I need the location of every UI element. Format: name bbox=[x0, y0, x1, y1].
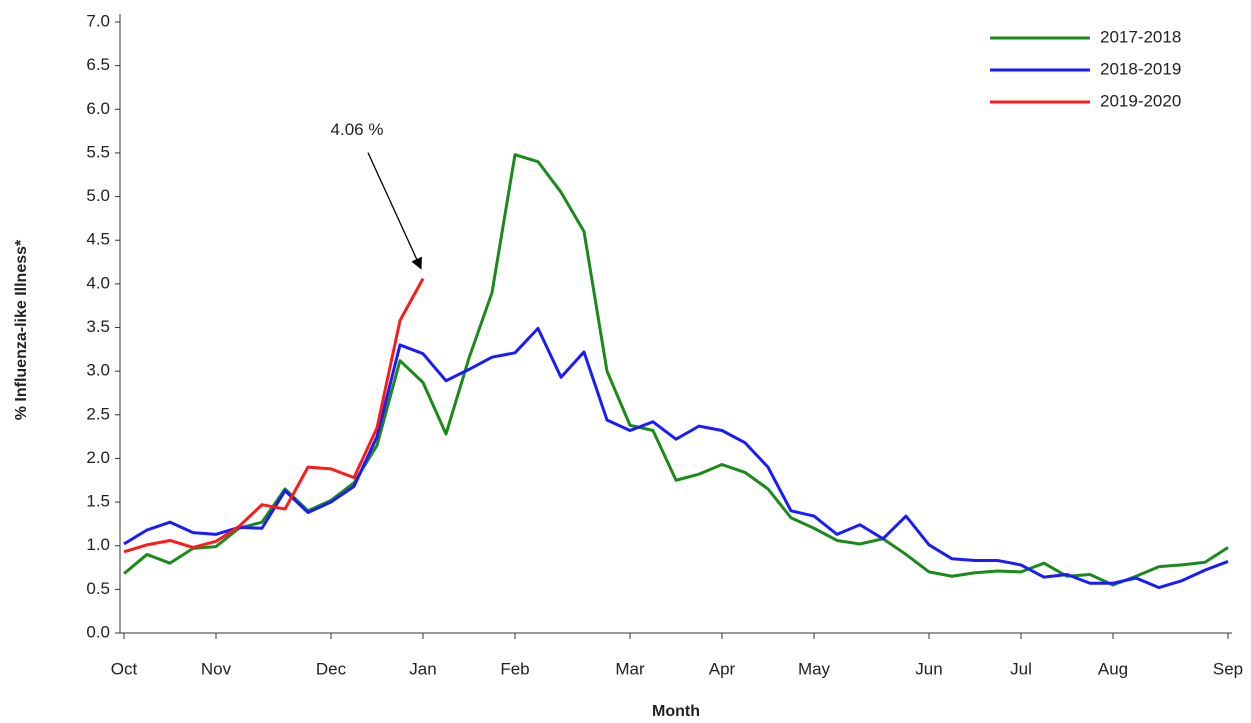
x-tick-label: Aug bbox=[1098, 659, 1128, 678]
y-tick-label: 0.5 bbox=[86, 579, 110, 598]
x-tick-label: Oct bbox=[111, 659, 138, 678]
y-tick-label: 7.0 bbox=[86, 11, 110, 30]
legend-label: 2018-2019 bbox=[1100, 59, 1181, 78]
x-tick-label: Feb bbox=[500, 659, 529, 678]
y-tick-label: 3.5 bbox=[86, 317, 110, 336]
x-tick-label: Dec bbox=[316, 659, 347, 678]
y-tick-label: 4.0 bbox=[86, 273, 110, 292]
x-tick-label: Apr bbox=[709, 659, 736, 678]
annotation-arrow bbox=[367, 152, 422, 270]
x-tick-label: Mar bbox=[615, 659, 645, 678]
y-tick-label: 1.0 bbox=[86, 535, 110, 554]
annotation-text: 4.06 % bbox=[331, 120, 384, 139]
y-tick-label: 1.5 bbox=[86, 492, 110, 511]
legend-label: 2019-2020 bbox=[1100, 91, 1181, 110]
x-axis-title: Month bbox=[652, 703, 700, 720]
y-tick-label: 5.0 bbox=[86, 186, 110, 205]
y-tick-label: 0.0 bbox=[86, 622, 110, 641]
x-tick-label: Jan bbox=[409, 659, 436, 678]
x-tick-label: Sep bbox=[1213, 659, 1243, 678]
x-tick-label: May bbox=[798, 659, 831, 678]
y-axis-title: % Influenza-like Illness* bbox=[13, 239, 30, 420]
x-tick-label: Jul bbox=[1010, 659, 1032, 678]
legend-label: 2017-2018 bbox=[1100, 27, 1181, 46]
y-tick-label: 6.5 bbox=[86, 55, 110, 74]
y-tick-label: 2.0 bbox=[86, 448, 110, 467]
y-tick-label: 2.5 bbox=[86, 404, 110, 423]
x-tick-label: Jun bbox=[915, 659, 942, 678]
y-tick-label: 4.5 bbox=[86, 230, 110, 249]
x-tick-label: Nov bbox=[201, 659, 232, 678]
series-line bbox=[123, 277, 425, 554]
y-tick-label: 5.5 bbox=[86, 142, 110, 161]
series-line bbox=[123, 326, 1229, 590]
y-tick-label: 3.0 bbox=[86, 361, 110, 380]
series-line bbox=[123, 153, 1229, 587]
y-tick-label: 6.0 bbox=[86, 99, 110, 118]
